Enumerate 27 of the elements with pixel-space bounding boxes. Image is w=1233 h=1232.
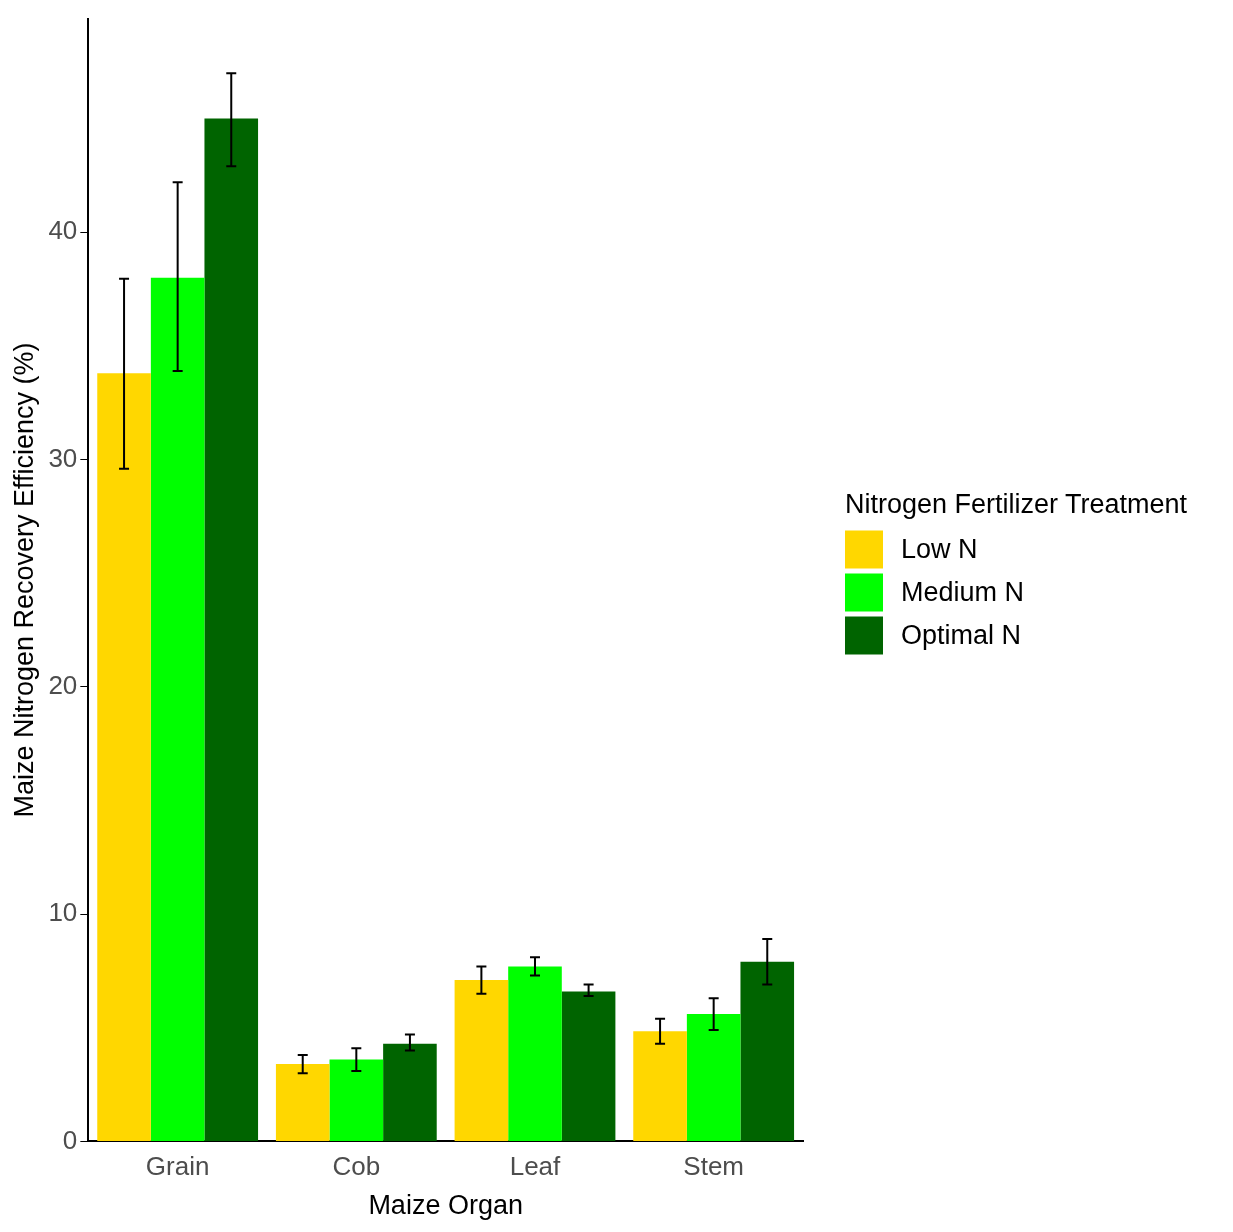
x-tick-label: Grain <box>145 1151 210 1182</box>
legend-label: Low N <box>901 533 978 564</box>
legend-label: Medium N <box>901 576 1025 607</box>
bar <box>275 1064 330 1141</box>
y-tick-label: 10 <box>48 897 78 928</box>
bar <box>97 373 151 1141</box>
y-axis-title: Maize Nitrogen Recovery Efficiency (%) <box>8 342 39 818</box>
y-tick-label: 0 <box>62 1124 78 1155</box>
bar <box>383 1043 437 1141</box>
y-tick-label: 30 <box>48 442 78 473</box>
y-tick-label: 20 <box>48 670 78 700</box>
bar <box>204 118 259 1141</box>
bar <box>561 991 616 1141</box>
bar <box>150 277 205 1141</box>
x-tick-label: Leaf <box>509 1151 562 1182</box>
bar <box>740 961 795 1141</box>
x-axis-title: Maize Organ <box>368 1190 523 1221</box>
bar <box>454 980 509 1141</box>
bar <box>329 1059 384 1141</box>
legend-label: Optimal N <box>901 619 1022 650</box>
x-tick-label: Stem <box>683 1151 745 1182</box>
legend-title: Nitrogen Fertilizer Treatment <box>845 488 1188 519</box>
bar <box>633 1031 687 1141</box>
x-tick-label: Cob <box>332 1151 381 1182</box>
bar <box>686 1014 741 1141</box>
bar <box>508 966 562 1141</box>
y-tick-label: 40 <box>48 215 78 246</box>
